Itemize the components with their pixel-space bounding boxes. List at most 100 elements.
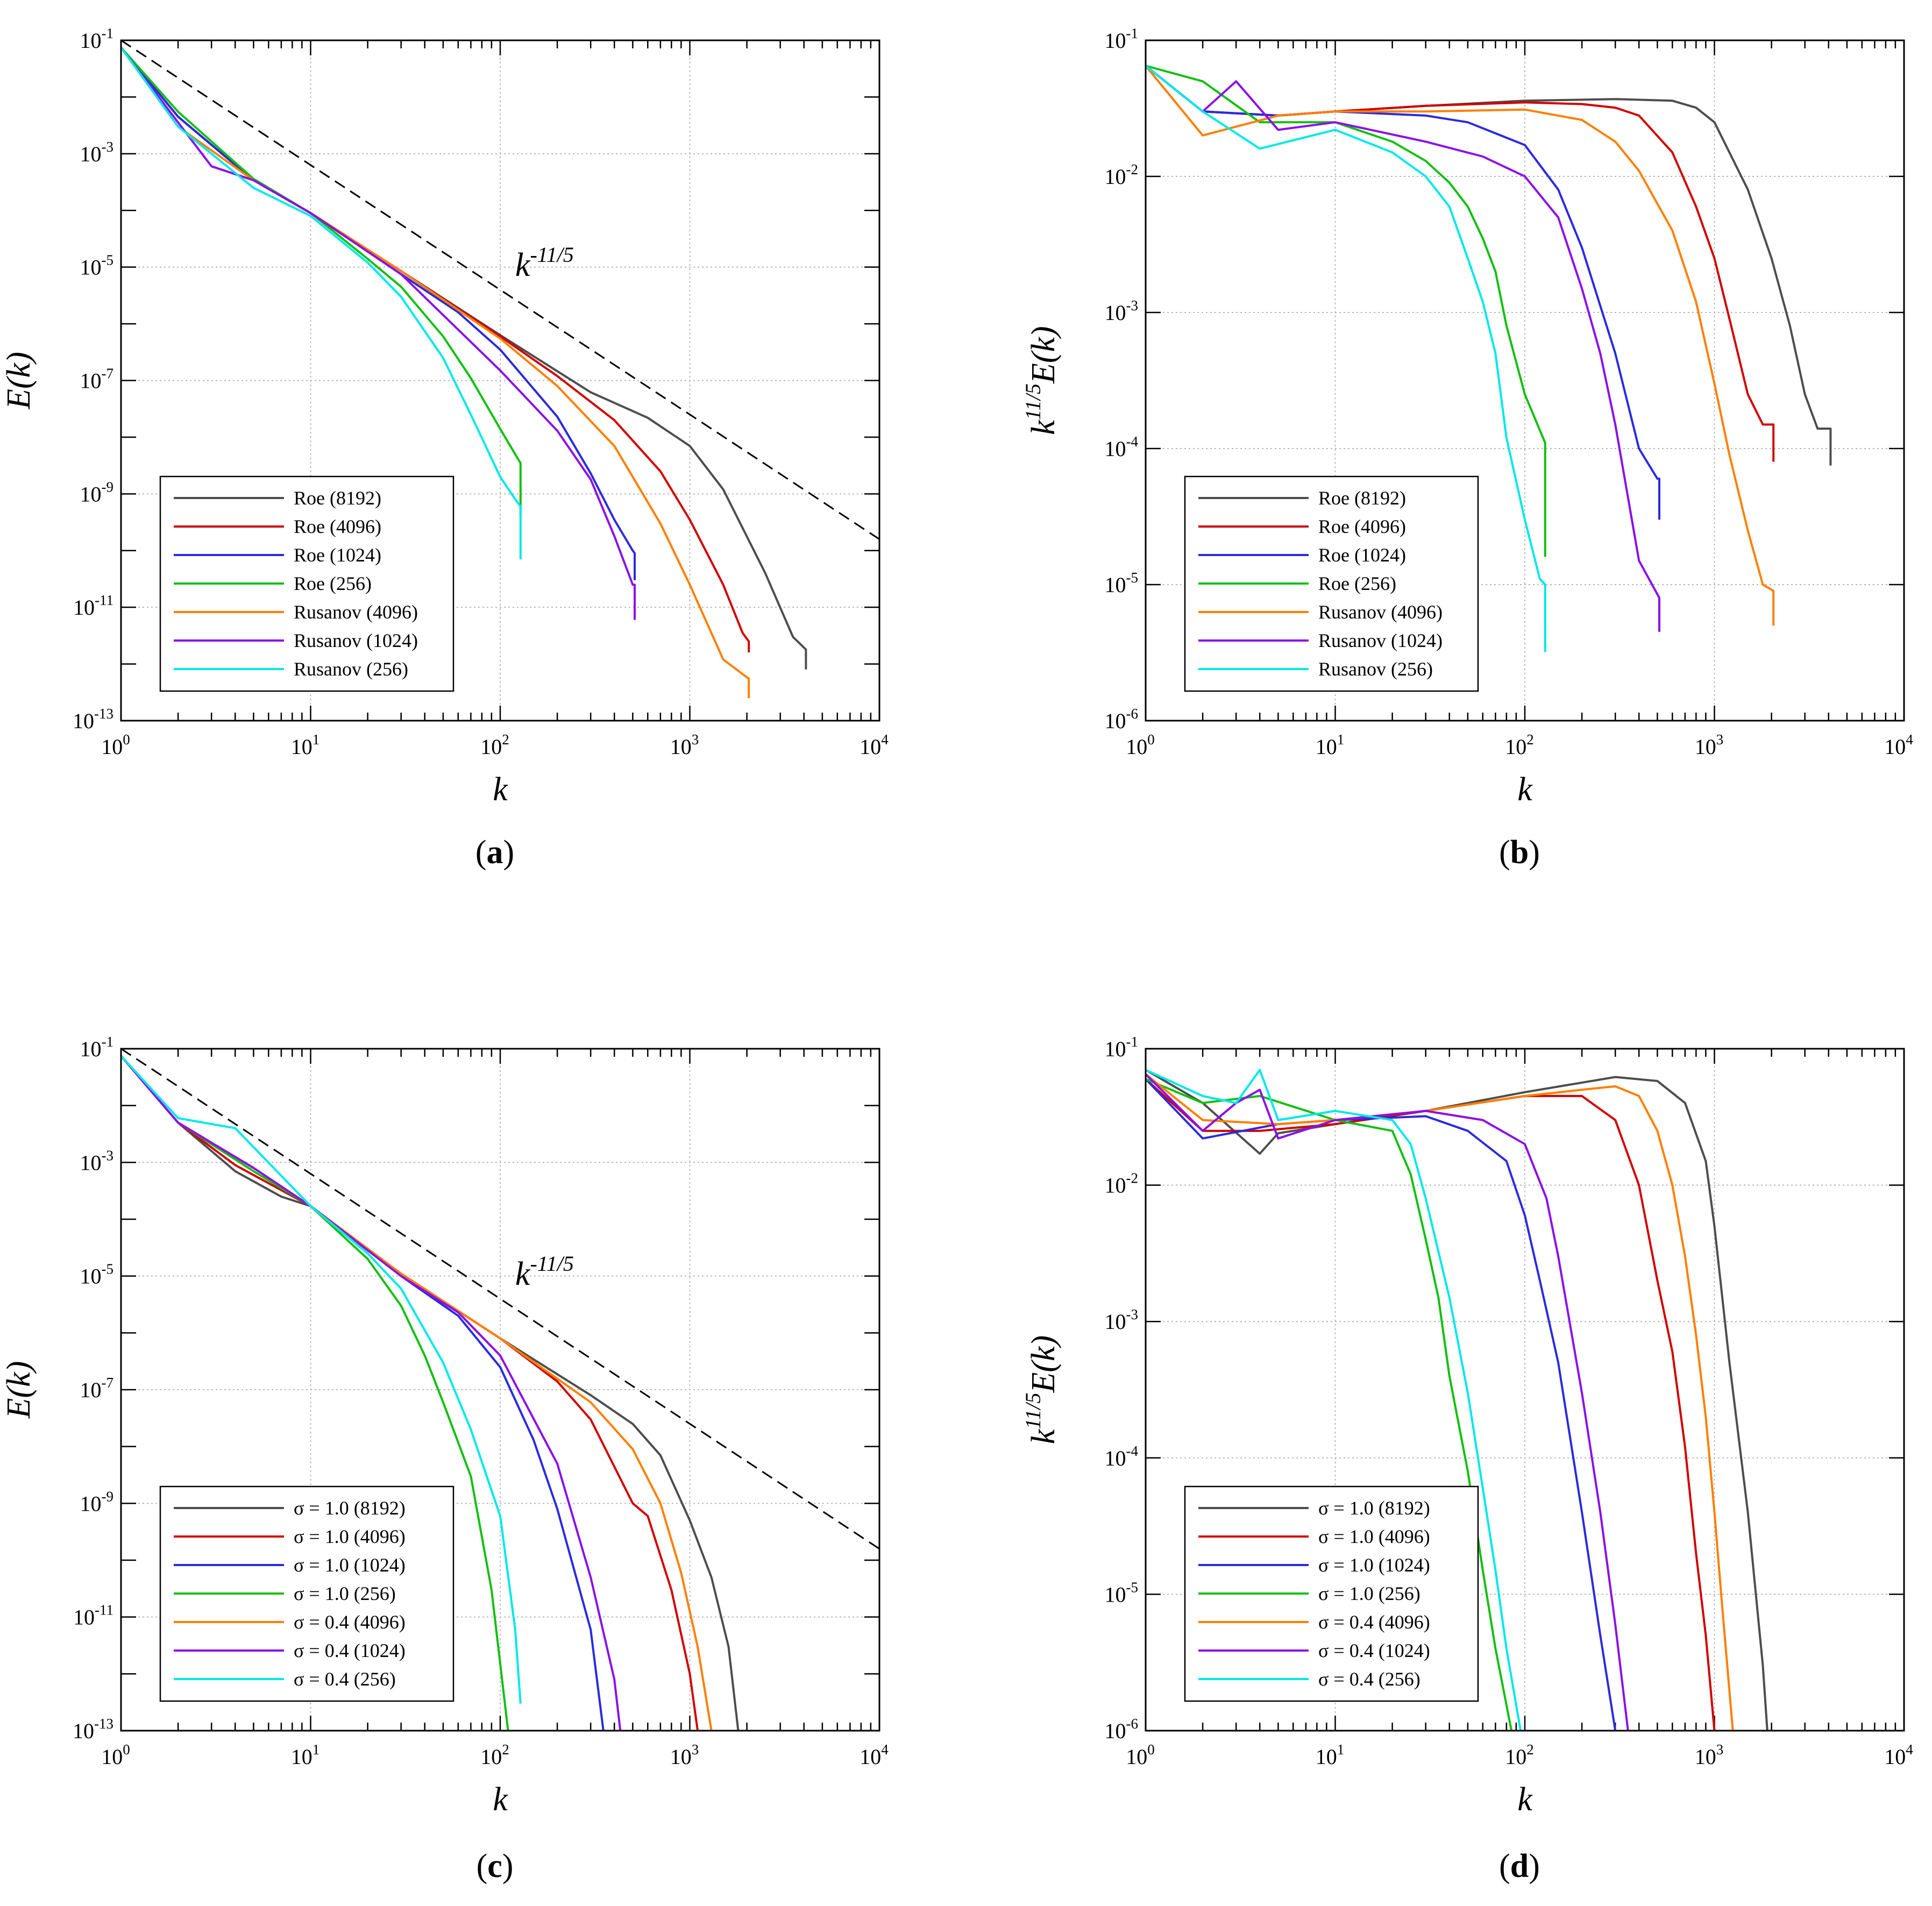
legend-entry: Roe (256) (1198, 573, 1396, 594)
slope-annotation: k-11/5 (515, 1251, 574, 1292)
legend-entry: Rusanov (1024) (174, 630, 418, 651)
y-tick-label: 10-2 (1105, 1170, 1139, 1198)
tick-marks (120, 39, 879, 722)
legend-entry: σ = 0.4 (256) (1198, 1668, 1420, 1690)
panel-label: (a) (475, 834, 514, 871)
y-tick-label: 10-1 (1105, 25, 1139, 53)
y-tick-label: 10-11 (73, 592, 113, 620)
plot-frame (120, 39, 880, 722)
y-tick-label: 10-9 (80, 1488, 114, 1516)
panel-label: (b) (1499, 834, 1540, 871)
series-line-6 (121, 46, 636, 620)
series-line-7 (1146, 1069, 1522, 1731)
series-line-4 (121, 46, 522, 517)
legend-entry: Roe (4096) (174, 516, 381, 537)
legend-label: Rusanov (256) (294, 658, 408, 680)
x-axis-label: k (1517, 771, 1533, 808)
legend-label: σ = 0.4 (256) (1318, 1668, 1420, 1690)
plot-frame (120, 1048, 880, 1732)
x-tick-label: 102 (480, 731, 509, 759)
gridlines (121, 40, 879, 721)
y-tick-label: 10-3 (1105, 297, 1139, 325)
legend-entry: Roe (8192) (174, 487, 381, 509)
x-axis-label: k (493, 1781, 508, 1818)
series-line-7 (1146, 65, 1546, 652)
y-tick-label: 10-6 (1105, 706, 1139, 733)
legend-label: Rusanov (4096) (1318, 601, 1443, 623)
legend-entry: σ = 1.0 (256) (1198, 1583, 1420, 1604)
x-tick-label: 102 (1505, 731, 1534, 759)
legend-label: σ = 1.0 (4096) (1318, 1526, 1430, 1547)
legend-entry: σ = 1.0 (4096) (1198, 1526, 1430, 1547)
y-tick-label: 10-1 (1105, 1034, 1139, 1061)
legend-entry: Roe (256) (174, 573, 372, 594)
legend: σ = 1.0 (8192) σ = 1.0 (4096) σ = 1.0 (102… (1184, 1485, 1479, 1702)
series-line-2 (121, 1055, 699, 1731)
legend-label: σ = 1.0 (8192) (1318, 1497, 1430, 1519)
series-line-7 (121, 47, 522, 560)
y-tick-label: 10-4 (1105, 1443, 1139, 1470)
legend-label: σ = 1.0 (256) (1318, 1583, 1420, 1604)
legend-label: Roe (1024) (294, 544, 381, 566)
legend-entry: Rusanov (256) (174, 658, 408, 680)
slope-annotation: k-11/5 (515, 243, 574, 283)
legend-label: Roe (4096) (1318, 516, 1406, 537)
legend: Roe (8192) Roe (4096) Roe (1024) Roe (256) R… (1184, 475, 1479, 692)
y-tick-label: 10-6 (1105, 1716, 1139, 1743)
y-tick-label: 10-5 (1105, 1579, 1139, 1606)
legend-label: Roe (1024) (1318, 544, 1406, 566)
legend-label: Roe (8192) (294, 487, 381, 509)
y-axis-label: E(k) (1, 1361, 37, 1419)
y-tick-label: 10-7 (80, 1375, 114, 1402)
panel-label: (c) (477, 1848, 514, 1884)
y-tick-label: 10-3 (1105, 1306, 1139, 1334)
legend-label: Roe (256) (1318, 573, 1396, 594)
series-line-6 (121, 1055, 622, 1731)
x-axis-label: k (1517, 1781, 1533, 1818)
legend-label: σ = 1.0 (1024) (1318, 1554, 1430, 1576)
chart-panel-a: 100 101 102 103 104 10-1 10-3 10-5 10-7 10-9 10-11… (1, 25, 889, 871)
y-tick-label: 10-13 (73, 706, 113, 733)
series-line-4 (1146, 1078, 1513, 1731)
plot-frame (1145, 1048, 1905, 1732)
legend-label: Rusanov (256) (1318, 658, 1433, 680)
y-tick-label: 10-1 (80, 1034, 114, 1061)
reference-line-k-11-5 (121, 40, 879, 540)
x-tick-label: 104 (860, 731, 889, 759)
x-tick-label: 103 (1695, 1741, 1724, 1769)
series-line-1 (1146, 1069, 1768, 1731)
legend-entry: σ = 1.0 (256) (174, 1583, 396, 1604)
series-line-6 (1146, 65, 1660, 632)
legend-label: Rusanov (1024) (294, 630, 418, 651)
series-lines (1146, 65, 1832, 652)
chart-panel-d: 100 101 102 103 104 10-1 10-2 10-3 10-4 10-5 10-6 k… (1021, 1034, 1913, 1884)
x-tick-label: 100 (101, 731, 130, 759)
legend-entry: Roe (8192) (1198, 487, 1406, 509)
legend-entry: Roe (1024) (1198, 544, 1406, 566)
y-axis-label: E(k) (1, 352, 37, 410)
x-tick-label: 102 (480, 1741, 509, 1769)
x-tick-label: 103 (670, 1741, 699, 1769)
legend-label: Rusanov (1024) (1318, 630, 1443, 651)
chart-panel-b: 100 101 102 103 104 10-1 10-2 10-3 10-4 10-5 10-6 k… (1021, 25, 1913, 871)
legend-entry: σ = 1.0 (8192) (1198, 1497, 1430, 1519)
legend-label: Roe (8192) (1318, 487, 1406, 509)
series-lines (121, 46, 807, 699)
y-tick-label: 10-5 (1105, 570, 1139, 597)
legend-entry: Rusanov (4096) (1198, 601, 1443, 623)
legend-label: σ = 1.0 (1024) (294, 1554, 406, 1576)
legend-entry: σ = 1.0 (8192) (174, 1497, 406, 1519)
legend-entry: σ = 0.4 (1024) (1198, 1640, 1430, 1661)
series-lines (121, 1055, 740, 1731)
y-tick-label: 10-5 (80, 252, 114, 280)
series-line-2 (1146, 1078, 1716, 1731)
legend-label: σ = 1.0 (4096) (294, 1526, 406, 1547)
reference-line-k-11-5 (121, 1049, 879, 1550)
series-line-5 (1146, 1073, 1734, 1731)
series-lines (1146, 1069, 1768, 1731)
series-line-4 (121, 1055, 509, 1731)
legend-entry: σ = 1.0 (4096) (174, 1526, 406, 1547)
y-axis-label: k11/5E(k) (1021, 326, 1062, 435)
y-tick-label: 10-9 (80, 479, 114, 506)
